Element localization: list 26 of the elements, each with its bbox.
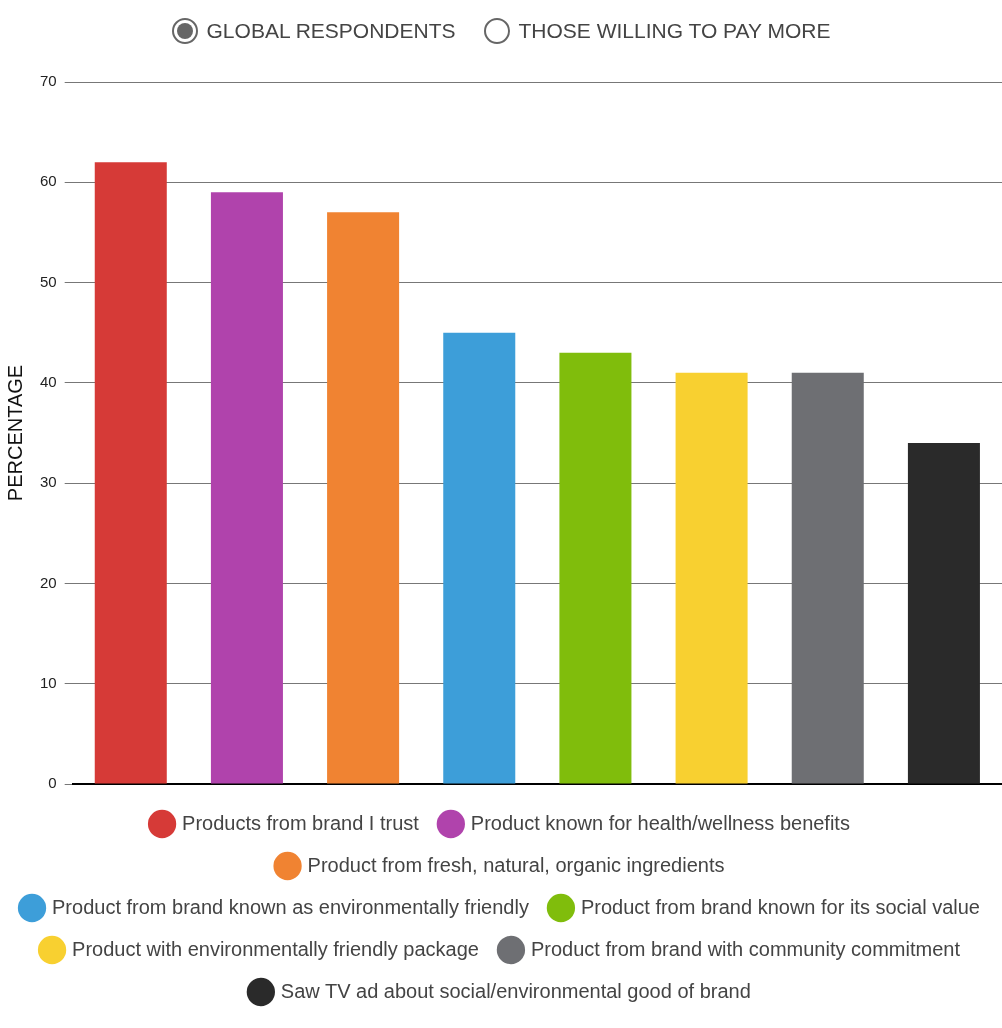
bar [94,162,167,784]
bar [443,332,516,784]
legend-label: Product from brand known for its social value [580,895,980,918]
y-tick-label: 60 [40,172,57,190]
y-tick-label: 40 [40,373,57,390]
legend-label: Product from fresh, natural, organic ingredients [307,853,725,876]
bar [559,352,632,784]
bar [675,372,748,784]
legend-label: Product from brand with community commitment [530,937,961,960]
legend-label: Products from brand I trust [182,811,420,834]
y-tick-label: 20 [40,573,57,591]
y-tick-label: 30 [40,473,57,491]
legend-label: Product from brand known as environmentally friendly [52,895,529,918]
y-tick-label: 0 [48,774,57,792]
text: GLOBAL RESPONDENTS [206,19,456,43]
bar [210,192,283,784]
bar [327,212,400,784]
legend-label: Product with environmentally friendly package [72,937,479,960]
y-tick-label: 50 [40,272,57,290]
legend-label: Saw TV ad about social/environmental good of brand [280,979,751,1002]
legend-label: Product known for health/wellness benefits [470,811,850,834]
y-tick-label: 10 [40,673,57,691]
y-tick-label: 70 [40,72,57,90]
y-axis-title: PERCENTAGE [3,364,26,502]
text: THOSE WILLING TO PAY MORE [518,19,831,43]
bar [907,443,980,784]
